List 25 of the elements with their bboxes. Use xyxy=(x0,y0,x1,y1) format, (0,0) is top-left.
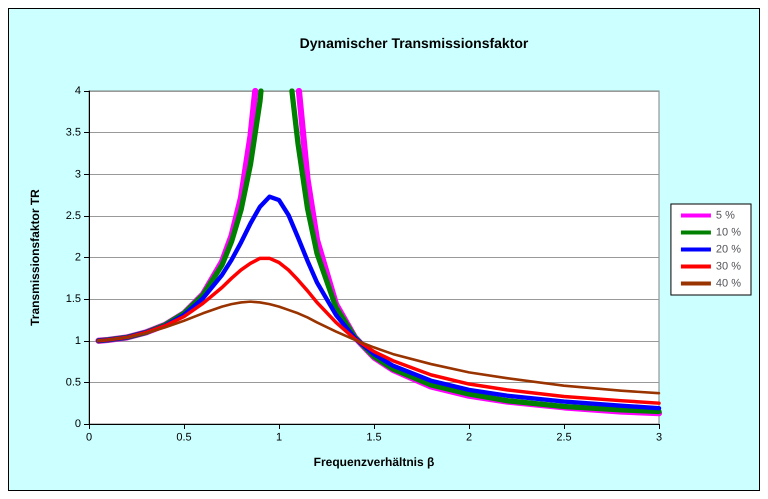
line-series xyxy=(97,300,660,394)
y-tick-label: 2.5 xyxy=(66,210,81,222)
legend-label: 30 % xyxy=(716,260,742,272)
x-tick-label: 1.5 xyxy=(366,432,382,444)
y-tick-label: 0 xyxy=(74,418,81,430)
y-tick-label: 0.5 xyxy=(66,376,81,388)
x-tick-label: 2.5 xyxy=(556,432,572,444)
y-tick-label: 3.5 xyxy=(66,126,81,139)
x-tick-label: 0 xyxy=(86,432,92,444)
legend-label: 10 % xyxy=(716,226,742,238)
x-tick-label: 0.5 xyxy=(176,432,192,444)
x-tick-label: 1 xyxy=(276,432,282,444)
x-tick-label: 2 xyxy=(466,432,472,444)
y-axis-title: Transmissionsfaktor TR xyxy=(28,188,42,326)
y-tick-label: 4 xyxy=(74,85,81,97)
y-tick-label: 1 xyxy=(74,334,81,347)
y-tick-label: 1.5 xyxy=(66,293,81,306)
legend-label: 20 % xyxy=(716,244,742,256)
y-tick-label: 2 xyxy=(74,252,81,264)
legend-label: 40 % xyxy=(716,278,742,290)
x-tick-label: 3 xyxy=(656,432,662,444)
x-axis-title: Frequenzverhältnis β xyxy=(314,455,434,469)
y-tick-label: 3 xyxy=(74,168,81,180)
legend-label: 5 % xyxy=(716,210,736,222)
chart-title: Dynamischer Transmissionsfaktor xyxy=(300,35,529,51)
